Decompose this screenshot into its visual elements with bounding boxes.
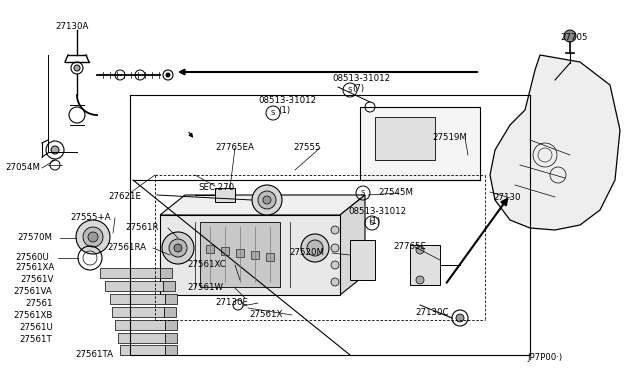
- Circle shape: [169, 239, 187, 257]
- Text: (7): (7): [352, 84, 364, 93]
- Text: 27519M: 27519M: [432, 133, 467, 142]
- Circle shape: [307, 240, 323, 256]
- Text: 27560U: 27560U: [15, 253, 49, 262]
- Text: 27545M: 27545M: [378, 188, 413, 197]
- Text: 27765EA: 27765EA: [215, 143, 254, 152]
- Polygon shape: [410, 245, 440, 285]
- FancyBboxPatch shape: [120, 345, 165, 355]
- Circle shape: [88, 232, 98, 242]
- Text: 08513-31012: 08513-31012: [348, 207, 406, 216]
- Text: 27561R: 27561R: [125, 223, 159, 232]
- Circle shape: [166, 73, 170, 77]
- Circle shape: [564, 30, 576, 42]
- Text: 27561W: 27561W: [187, 283, 223, 292]
- Circle shape: [76, 220, 110, 254]
- Text: 27561: 27561: [25, 299, 52, 308]
- Text: 27621E: 27621E: [108, 192, 141, 201]
- FancyBboxPatch shape: [165, 294, 177, 304]
- Text: 27130A: 27130A: [55, 22, 88, 31]
- Text: 27555+A: 27555+A: [70, 213, 111, 222]
- Text: 08513-31012: 08513-31012: [258, 96, 316, 105]
- Text: S: S: [361, 190, 365, 196]
- FancyBboxPatch shape: [200, 222, 280, 287]
- Text: S: S: [271, 110, 275, 116]
- Circle shape: [51, 146, 59, 154]
- FancyBboxPatch shape: [360, 107, 480, 180]
- Text: 27570M: 27570M: [17, 233, 52, 242]
- Text: 27561X: 27561X: [249, 310, 282, 319]
- Text: 27130: 27130: [493, 193, 520, 202]
- Text: 27561XB: 27561XB: [13, 311, 52, 320]
- Text: 27561U: 27561U: [19, 323, 53, 332]
- Circle shape: [331, 261, 339, 269]
- Circle shape: [83, 227, 103, 247]
- Circle shape: [416, 246, 424, 254]
- FancyBboxPatch shape: [165, 345, 177, 355]
- FancyBboxPatch shape: [163, 281, 175, 291]
- Text: S: S: [370, 220, 374, 226]
- FancyBboxPatch shape: [100, 268, 160, 278]
- FancyBboxPatch shape: [165, 320, 177, 330]
- FancyBboxPatch shape: [251, 251, 259, 259]
- FancyBboxPatch shape: [206, 245, 214, 253]
- Circle shape: [331, 226, 339, 234]
- Polygon shape: [340, 195, 365, 295]
- Text: 27520M: 27520M: [289, 248, 324, 257]
- Circle shape: [331, 278, 339, 286]
- Polygon shape: [160, 215, 340, 295]
- FancyBboxPatch shape: [112, 307, 164, 317]
- FancyBboxPatch shape: [115, 320, 165, 330]
- Text: S: S: [348, 87, 352, 93]
- Circle shape: [252, 185, 282, 215]
- Polygon shape: [490, 55, 620, 230]
- FancyBboxPatch shape: [375, 117, 435, 160]
- Circle shape: [263, 196, 271, 204]
- Circle shape: [74, 65, 80, 71]
- Text: 08513-31012: 08513-31012: [332, 74, 390, 83]
- Polygon shape: [160, 195, 365, 215]
- FancyBboxPatch shape: [118, 333, 165, 343]
- Text: 27765E: 27765E: [393, 242, 426, 251]
- Circle shape: [456, 314, 464, 322]
- FancyBboxPatch shape: [160, 268, 172, 278]
- FancyBboxPatch shape: [105, 281, 163, 291]
- Text: JP7P00·): JP7P00·): [527, 353, 562, 362]
- Text: 27561VA: 27561VA: [13, 287, 52, 296]
- Text: 27561V: 27561V: [20, 275, 53, 284]
- Circle shape: [301, 234, 329, 262]
- Circle shape: [258, 191, 276, 209]
- Text: 27130C: 27130C: [415, 308, 449, 317]
- FancyBboxPatch shape: [165, 333, 177, 343]
- FancyBboxPatch shape: [110, 294, 165, 304]
- Text: (1): (1): [278, 106, 290, 115]
- Text: 27561XA: 27561XA: [15, 263, 54, 272]
- Text: 27054M: 27054M: [5, 163, 40, 172]
- Text: 27561TA: 27561TA: [75, 350, 113, 359]
- Text: 27130E: 27130E: [215, 298, 248, 307]
- Circle shape: [416, 276, 424, 284]
- FancyBboxPatch shape: [350, 240, 375, 280]
- FancyBboxPatch shape: [236, 249, 244, 257]
- Text: 27561RA: 27561RA: [107, 243, 146, 252]
- Circle shape: [162, 232, 194, 264]
- Circle shape: [331, 244, 339, 252]
- FancyBboxPatch shape: [164, 307, 176, 317]
- Text: 27561T: 27561T: [19, 335, 52, 344]
- FancyBboxPatch shape: [266, 253, 274, 261]
- Polygon shape: [215, 188, 235, 202]
- FancyBboxPatch shape: [221, 247, 229, 255]
- Text: SEC.270: SEC.270: [198, 183, 234, 192]
- Text: 27555: 27555: [293, 143, 321, 152]
- Text: (1): (1): [368, 217, 380, 226]
- Text: 27705: 27705: [560, 33, 588, 42]
- Text: 27561XC: 27561XC: [187, 260, 226, 269]
- Circle shape: [174, 244, 182, 252]
